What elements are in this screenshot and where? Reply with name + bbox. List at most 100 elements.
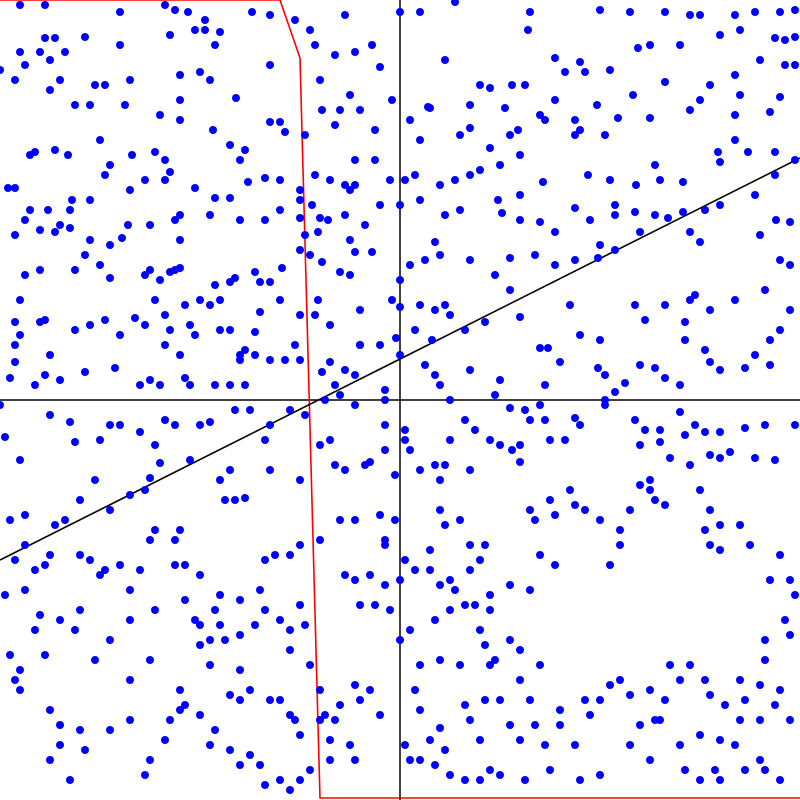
point bbox=[146, 474, 154, 482]
point bbox=[466, 124, 474, 132]
point bbox=[491, 656, 499, 664]
point bbox=[296, 476, 304, 484]
point bbox=[461, 416, 469, 424]
point bbox=[571, 741, 579, 749]
point bbox=[191, 184, 199, 192]
point bbox=[411, 326, 419, 334]
point bbox=[411, 171, 419, 179]
point bbox=[516, 191, 524, 199]
point bbox=[4, 184, 12, 192]
point bbox=[191, 26, 199, 34]
point bbox=[781, 616, 789, 624]
point bbox=[236, 156, 244, 164]
point bbox=[331, 381, 339, 389]
point bbox=[486, 766, 494, 774]
point bbox=[246, 406, 254, 414]
point bbox=[661, 301, 669, 309]
point bbox=[86, 101, 94, 109]
point bbox=[281, 356, 289, 364]
point bbox=[206, 636, 214, 644]
point bbox=[411, 566, 419, 574]
point bbox=[541, 416, 549, 424]
point bbox=[651, 161, 659, 169]
point bbox=[596, 336, 604, 344]
point bbox=[146, 756, 154, 764]
point bbox=[296, 731, 304, 739]
point bbox=[656, 438, 664, 446]
point bbox=[632, 181, 640, 189]
point bbox=[676, 381, 684, 389]
point bbox=[116, 421, 124, 429]
point bbox=[791, 61, 799, 69]
point bbox=[306, 766, 314, 774]
point bbox=[181, 596, 189, 604]
point bbox=[381, 396, 389, 404]
point bbox=[716, 546, 724, 554]
point bbox=[196, 571, 204, 579]
point bbox=[536, 661, 544, 669]
point bbox=[756, 681, 764, 689]
point bbox=[611, 388, 619, 396]
point bbox=[406, 626, 414, 634]
point bbox=[626, 691, 634, 699]
point bbox=[621, 379, 629, 387]
point bbox=[516, 676, 524, 684]
point bbox=[486, 661, 494, 669]
point bbox=[236, 696, 244, 704]
point bbox=[776, 326, 784, 334]
point bbox=[761, 636, 769, 644]
point bbox=[316, 716, 324, 724]
point bbox=[486, 436, 494, 444]
point bbox=[508, 446, 516, 454]
point bbox=[341, 466, 349, 474]
point bbox=[41, 371, 49, 379]
point bbox=[646, 114, 654, 122]
point bbox=[441, 56, 449, 64]
point bbox=[146, 536, 154, 544]
point bbox=[771, 34, 779, 42]
point bbox=[791, 591, 799, 599]
point bbox=[551, 261, 559, 269]
point bbox=[456, 206, 464, 214]
point bbox=[241, 494, 249, 502]
point bbox=[66, 776, 74, 784]
point bbox=[776, 93, 784, 101]
point bbox=[261, 174, 269, 182]
point bbox=[581, 68, 589, 76]
point bbox=[126, 586, 134, 594]
point bbox=[286, 626, 294, 634]
point bbox=[156, 459, 164, 467]
point bbox=[716, 366, 724, 374]
point bbox=[481, 696, 489, 704]
point bbox=[226, 381, 234, 389]
point bbox=[256, 278, 264, 286]
point bbox=[431, 238, 439, 246]
point bbox=[236, 596, 244, 604]
point bbox=[606, 176, 614, 184]
point bbox=[676, 41, 684, 49]
point bbox=[126, 616, 134, 624]
point bbox=[106, 274, 114, 282]
point bbox=[266, 61, 274, 69]
point bbox=[626, 8, 634, 16]
point bbox=[571, 256, 579, 264]
point bbox=[516, 151, 524, 159]
point bbox=[226, 746, 234, 754]
point bbox=[776, 776, 784, 784]
point bbox=[446, 311, 454, 319]
point bbox=[6, 374, 14, 382]
point bbox=[571, 204, 579, 212]
point bbox=[481, 318, 489, 326]
point bbox=[751, 191, 759, 199]
point bbox=[716, 158, 724, 166]
point bbox=[81, 368, 89, 376]
point bbox=[146, 266, 154, 274]
point bbox=[751, 351, 759, 359]
point bbox=[209, 126, 217, 134]
point bbox=[376, 511, 384, 519]
point bbox=[696, 486, 704, 494]
point bbox=[701, 676, 709, 684]
point bbox=[786, 716, 794, 724]
point bbox=[496, 161, 504, 169]
point bbox=[436, 251, 444, 259]
